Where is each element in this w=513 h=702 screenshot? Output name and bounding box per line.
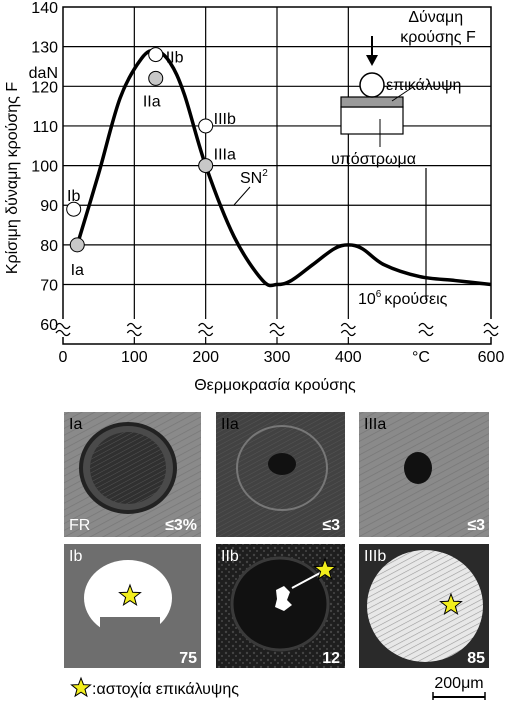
micrograph-iib: IIb 12 bbox=[216, 544, 345, 668]
y-axis-label: Κρίσιμη δύναμη κρούσης F bbox=[4, 82, 21, 274]
micrograph-label: Ia bbox=[69, 416, 82, 433]
inset-coating-label: επικάλυψη bbox=[386, 77, 461, 94]
inset-force-label: Δύναμη κρούσης F bbox=[400, 9, 476, 46]
micrograph-label: IIb bbox=[221, 548, 239, 565]
y-tick-label: 90 bbox=[40, 198, 58, 215]
legend-text: :αστοχία επικάλυψης bbox=[92, 681, 239, 698]
x-tick-label: 600 bbox=[478, 349, 505, 366]
impacts-label: 106 κρούσεις bbox=[358, 289, 448, 308]
y-tick-label: 70 bbox=[40, 278, 58, 295]
impact-test-schematic: Δύναμη κρούσης F επικάλυψη υπόστρωμα bbox=[331, 9, 476, 168]
axis-break-mark bbox=[483, 329, 499, 337]
x-tick-label: 0 bbox=[59, 349, 68, 366]
x-tick-label: 200 bbox=[192, 349, 219, 366]
axis-break-mark bbox=[198, 329, 214, 337]
y-tick-label: 120 bbox=[31, 79, 58, 96]
chart: 60 70 80 90 100 110 120 130 140 0 100 200 300 400 600… bbox=[4, 0, 504, 394]
axis-break-mark bbox=[126, 322, 142, 330]
axis-break-band bbox=[61, 319, 493, 337]
y-tick-label: 130 bbox=[31, 40, 58, 57]
micrograph-label: Ib bbox=[69, 548, 82, 565]
axis-break-mark bbox=[269, 329, 285, 337]
x-tick-label: 400 bbox=[335, 349, 362, 366]
curve-label-leader bbox=[233, 186, 251, 206]
micrograph-iiia: IIIa ≤3 bbox=[359, 412, 489, 537]
inset-force-line2: κρούσης F bbox=[400, 29, 476, 46]
scale-bar: 200μm bbox=[432, 675, 486, 700]
coating-layer bbox=[340, 96, 404, 108]
legend-star-icon bbox=[70, 676, 92, 698]
axis-break-mark bbox=[126, 329, 142, 337]
micrograph-ib: Ib 75 bbox=[64, 544, 201, 668]
data-point-iia bbox=[148, 70, 164, 86]
y-tick-label: 110 bbox=[32, 119, 58, 136]
data-points: Ia Ib IIa IIb IIIa IIIb bbox=[66, 47, 236, 279]
inset-force-line1: Δύναμη bbox=[408, 9, 463, 26]
data-point-iib bbox=[148, 47, 164, 63]
micrograph-value: 85 bbox=[467, 650, 485, 667]
axis-break-mark bbox=[340, 329, 356, 337]
x-axis-label: Θερμοκρασία κρούσης bbox=[194, 377, 356, 394]
axis-break-mark bbox=[198, 322, 214, 330]
y-tick-label: 140 bbox=[31, 0, 58, 17]
scale-bar-label: 200μm bbox=[434, 675, 483, 692]
y-tick-label: 80 bbox=[40, 238, 58, 255]
micrograph-value: ≤3% bbox=[165, 517, 197, 534]
micrograph-value: ≤3 bbox=[467, 517, 485, 534]
axis-break-mark bbox=[55, 322, 71, 330]
micrograph-corner-label: FR bbox=[69, 517, 90, 534]
micrograph-ia: Ia FR ≤3% bbox=[64, 412, 201, 537]
micrograph-label: IIa bbox=[221, 416, 239, 433]
data-point-ib bbox=[66, 201, 82, 217]
data-label-iiia: IIIa bbox=[214, 147, 236, 164]
y-tick-label: 100 bbox=[31, 159, 58, 176]
axis-break-mark bbox=[418, 329, 434, 337]
y-tick-labels: 60 70 80 90 100 110 120 130 140 bbox=[31, 0, 58, 334]
micrograph-label: IIIa bbox=[364, 416, 386, 433]
micrograph-legend: :αστοχία επικάλυψης bbox=[70, 676, 239, 698]
impact-ball bbox=[359, 72, 385, 98]
grid bbox=[63, 7, 491, 344]
axis-break-mark bbox=[483, 322, 499, 330]
micrograph-panel: Ia FR ≤3% IIa ≤3 IIIa ≤3 Ib 75 bbox=[64, 412, 489, 668]
data-point-ia bbox=[69, 237, 85, 253]
plot-frame bbox=[62, 6, 492, 345]
micrograph-value: 75 bbox=[179, 650, 197, 667]
series-line-sn2 bbox=[75, 48, 492, 288]
axis-break-mark bbox=[340, 322, 356, 330]
x-tick-label: 300 bbox=[264, 349, 291, 366]
micrograph-iia: IIa ≤3 bbox=[216, 412, 345, 537]
data-point-iiia bbox=[198, 158, 214, 174]
failure-star-icon bbox=[118, 583, 142, 607]
micrograph-iiib: IIIb 85 bbox=[359, 544, 489, 668]
x-tick-labels: 0 100 200 300 400 600 bbox=[59, 349, 505, 366]
data-label-iiib: IIIb bbox=[214, 111, 236, 128]
axis-break-mark bbox=[55, 329, 71, 337]
x-tick-label: 100 bbox=[121, 349, 148, 366]
axis-break-mark bbox=[418, 322, 434, 330]
axis-break-mark bbox=[269, 322, 285, 330]
failure-star-icon bbox=[313, 557, 337, 581]
force-arrow-head bbox=[366, 55, 378, 66]
micrograph-value: 12 bbox=[322, 650, 340, 667]
data-point-iiib bbox=[198, 118, 214, 134]
data-label-ib: Ib bbox=[67, 188, 80, 205]
y-tick-label: 60 bbox=[40, 317, 58, 334]
inset-substrate-label: υπόστρωμα bbox=[331, 151, 416, 168]
micrograph-value: ≤3 bbox=[322, 517, 340, 534]
substrate-block bbox=[340, 106, 404, 135]
failure-star-icon bbox=[439, 592, 463, 616]
axis-breaks bbox=[55, 319, 499, 337]
data-label-iib: IIb bbox=[166, 50, 184, 67]
micrograph-label: IIIb bbox=[364, 548, 386, 565]
x-unit-label: °C bbox=[412, 349, 430, 366]
data-label-iia: IIa bbox=[143, 93, 161, 110]
curve-label: SN2 bbox=[240, 168, 268, 187]
y-unit-label: daN bbox=[29, 65, 58, 82]
coating-leader bbox=[391, 86, 414, 102]
data-label-ia: Ia bbox=[71, 262, 84, 279]
